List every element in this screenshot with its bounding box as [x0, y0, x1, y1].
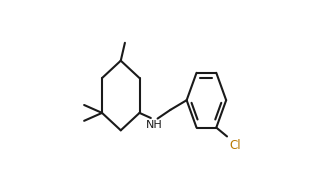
- Text: Cl: Cl: [229, 139, 241, 152]
- Text: NH: NH: [146, 121, 163, 130]
